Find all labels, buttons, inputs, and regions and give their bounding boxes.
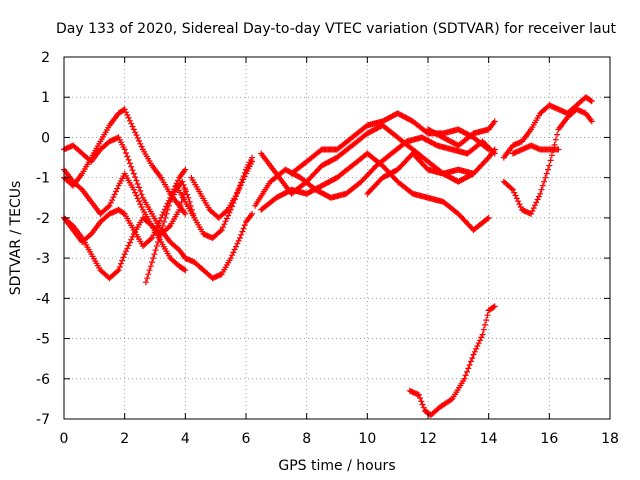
data-markers	[406, 303, 498, 418]
series-arc8	[182, 210, 256, 282]
data-markers	[258, 150, 492, 233]
y-tick-label: 1	[41, 90, 50, 106]
x-axis-label: GPS time / hours	[278, 458, 395, 474]
chart-title: Day 133 of 2020, Sidereal Day-to-day VTE…	[56, 21, 617, 37]
x-tick-label: 2	[120, 431, 129, 447]
y-tick-label: -4	[36, 291, 50, 307]
data-markers	[500, 94, 595, 161]
data-markers	[252, 134, 498, 209]
y-tick-label: -7	[36, 412, 50, 428]
series-arc12	[252, 134, 498, 209]
x-tick-label: 16	[540, 431, 558, 447]
data-markers	[364, 146, 498, 197]
series-arc19	[509, 142, 562, 157]
y-tick-label: -1	[36, 171, 50, 187]
grid	[64, 57, 610, 419]
x-tick-label: 18	[601, 431, 619, 447]
series-arc6	[142, 178, 198, 286]
y-tick-label: -2	[36, 211, 50, 227]
x-tick-label: 8	[302, 431, 311, 447]
y-tick-label: 2	[41, 50, 50, 66]
data-markers	[182, 210, 256, 282]
y-tick-label: -3	[36, 251, 50, 267]
series-arc13	[288, 110, 492, 177]
series-arc16	[406, 303, 498, 418]
y-axis-label: SDTVAR / TECUs	[8, 181, 24, 296]
plot-frame	[63, 56, 611, 420]
series-arc15	[425, 118, 498, 149]
data-markers	[288, 110, 492, 177]
y-tick-label: -5	[36, 332, 50, 348]
data-markers	[142, 178, 198, 286]
x-tick-label: 14	[480, 431, 498, 447]
data-markers	[188, 158, 256, 221]
data-markers	[509, 142, 562, 157]
series-arc9	[188, 158, 256, 221]
y-tick-label: 0	[41, 130, 50, 146]
series-arc11	[258, 150, 492, 233]
x-tick-label: 12	[419, 431, 437, 447]
x-tick-label: 4	[181, 431, 190, 447]
x-tick-label: 10	[358, 431, 376, 447]
x-tick-label: 0	[60, 431, 69, 447]
series-arc18	[500, 94, 595, 161]
y-tick-label: -6	[36, 372, 50, 388]
series-arc14	[364, 146, 498, 197]
x-tick-label: 6	[242, 431, 251, 447]
data-markers	[425, 118, 498, 149]
